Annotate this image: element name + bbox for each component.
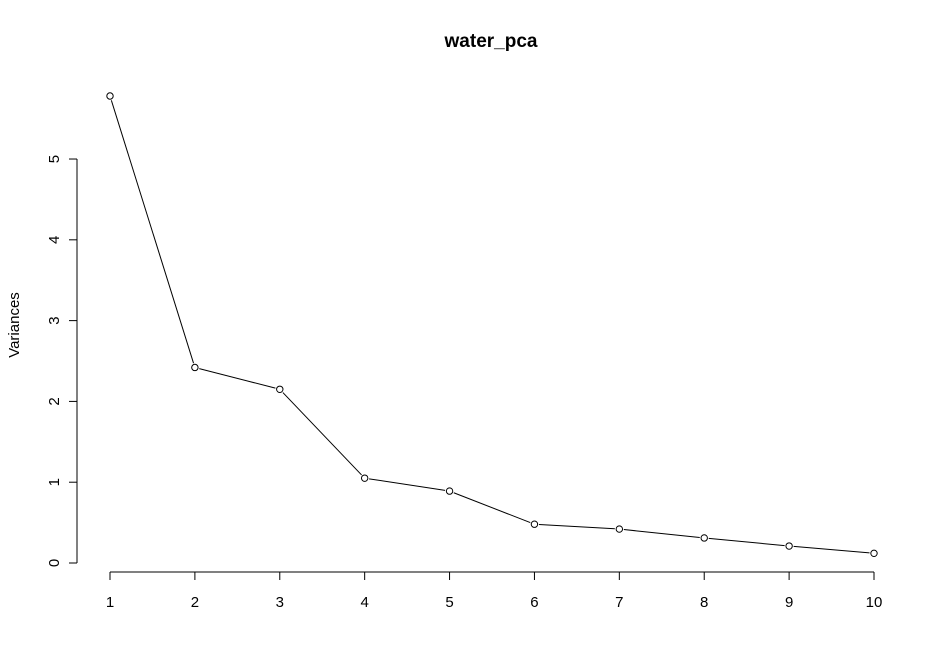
y-tick-label: 1 [46,478,63,486]
x-tick-label: 6 [530,594,538,611]
data-point [191,363,199,372]
series-line-segment [110,100,195,364]
y-tick-label: 4 [46,236,63,244]
series-line-segment [623,529,700,538]
series-line-segment [793,545,870,554]
y-axis-label: Variances [6,292,23,358]
x-tick-label: 9 [785,594,793,611]
y-tick-label: 3 [46,316,63,324]
y-tick-label: 2 [46,397,63,405]
chart-title: water_pca [444,31,538,52]
series-variances [106,92,878,558]
series-line-segment [282,392,362,476]
y-tick-label: 5 [46,155,63,163]
data-point [445,487,454,495]
x-tick-label: 7 [615,594,623,611]
data-point [615,525,624,533]
data-point [785,542,793,550]
x-tick-label: 1 [106,594,114,611]
series-line-segment [453,492,531,524]
x-tick-label: 2 [191,594,199,611]
data-point [360,474,369,482]
data-point [106,92,114,100]
data-point [530,520,539,528]
series-line-segment [199,368,276,389]
x-tick-label: 10 [866,594,883,611]
data-point [276,385,284,393]
x-tick-label: 4 [360,594,368,611]
x-tick-label: 5 [445,594,453,611]
series-line-segment [369,478,446,491]
data-point [700,534,708,542]
x-tick-label: 8 [700,594,708,611]
y-tick-label: 0 [46,559,63,567]
y-axis: 0 1 2 3 4 5 [46,155,78,567]
x-axis: 1 2 3 4 5 6 7 8 9 10 [106,571,883,611]
data-point [870,549,878,558]
series-line-segment [538,523,615,530]
x-tick-label: 3 [276,594,284,611]
series-line-segment [708,537,785,547]
